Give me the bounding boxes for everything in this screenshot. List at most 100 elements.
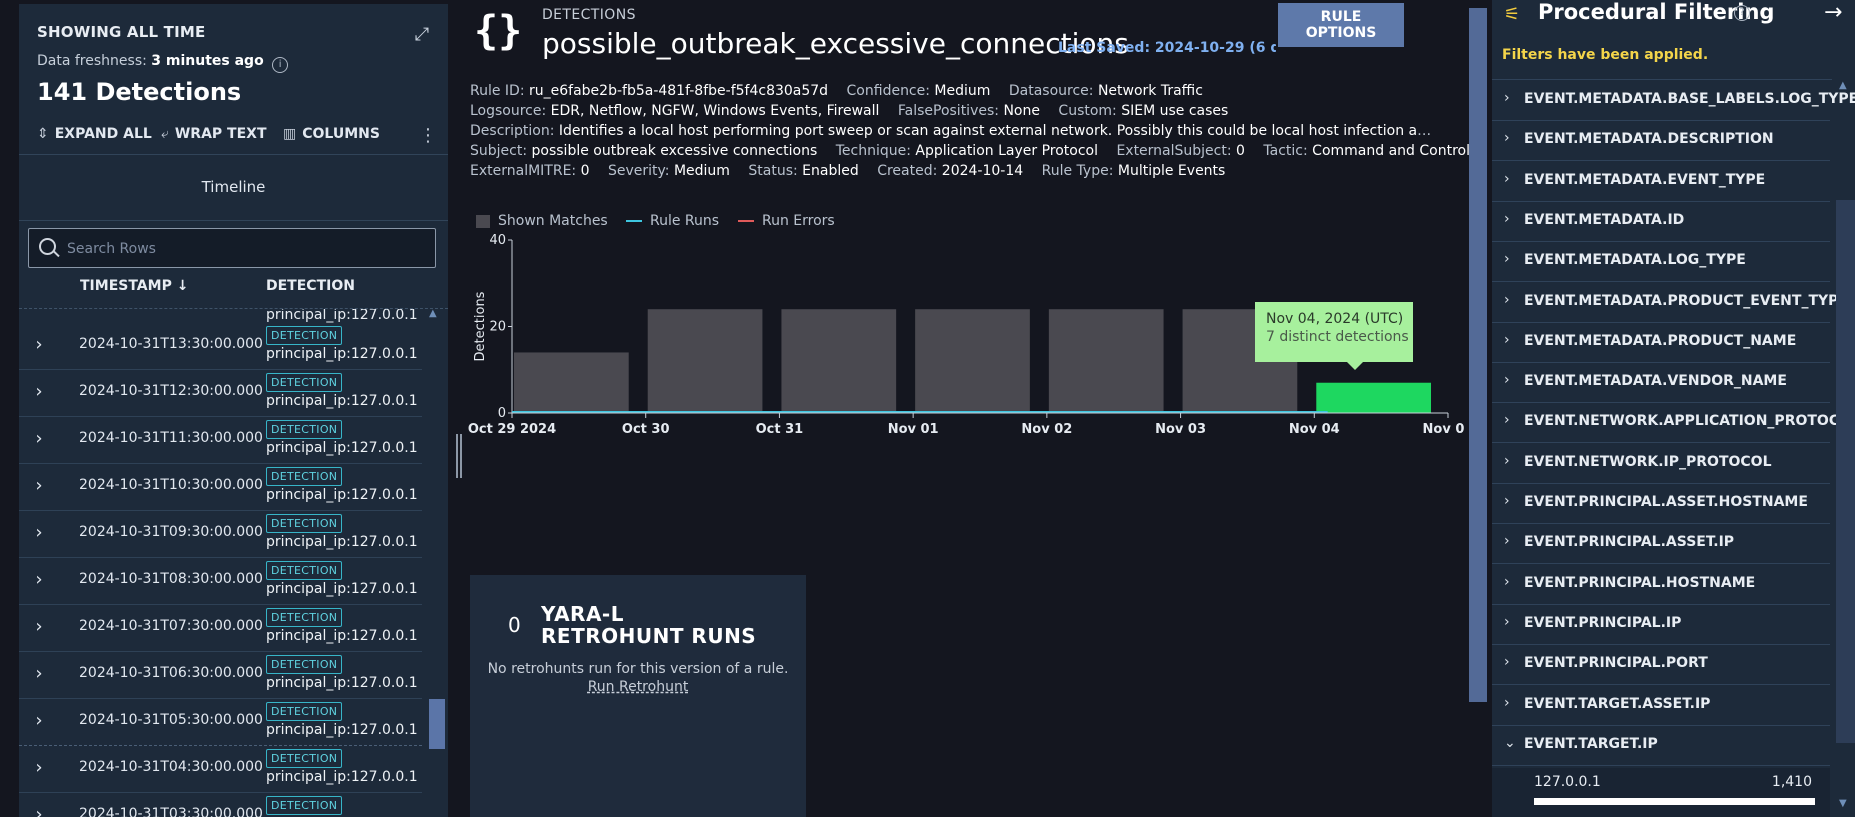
filter-field-row[interactable]: › EVENT.METADATA.ID <box>1492 201 1830 242</box>
chart-bar[interactable] <box>781 309 897 413</box>
external-subject-key: ExternalSubject: <box>1116 143 1232 159</box>
chart-bar[interactable] <box>1048 309 1164 413</box>
table-toolbar: ⇕ EXPAND ALL ⤶ WRAP TEXT ▥ COLUMNS ⋮ <box>19 118 448 155</box>
detection-column-header[interactable]: DETECTION <box>266 278 355 294</box>
legend-rule-runs[interactable]: Rule Runs <box>626 213 719 229</box>
tab-timeline[interactable]: Timeline <box>19 156 448 221</box>
table-row[interactable]: › 2024-10-31T12:30:00.000 DETECTION princip… <box>19 369 422 417</box>
filter-field-row[interactable]: › EVENT.METADATA.EVENT_TYPE <box>1492 161 1830 202</box>
wrap-text-button[interactable]: ⤶ WRAP TEXT <box>161 126 267 142</box>
filter-field-row[interactable]: › EVENT.PRINCIPAL.HOSTNAME <box>1492 564 1830 605</box>
search-input[interactable] <box>65 237 429 261</box>
filter-field-row[interactable]: ⌄ EVENT.TARGET.IP <box>1492 725 1830 766</box>
expand-row-chevron-icon[interactable]: › <box>35 616 43 637</box>
expand-row-chevron-icon[interactable]: › <box>35 334 43 355</box>
filter-field-row[interactable]: › EVENT.PRINCIPAL.IP <box>1492 604 1830 645</box>
filter-scroll-up-icon[interactable]: ▲ <box>1839 80 1847 91</box>
run-retrohunt-link[interactable]: Run Retrohunt <box>587 679 689 695</box>
filter-field-row[interactable]: › EVENT.PRINCIPAL.PORT <box>1492 644 1830 686</box>
filter-field-row[interactable]: › EVENT.METADATA.PRODUCT_EVENT_TYPE <box>1492 282 1848 323</box>
row-timestamp: 2024-10-31T06:30:00.000 <box>79 665 263 681</box>
details-scrollbar-thumb[interactable] <box>1469 8 1487 702</box>
freshness-label: Data freshness: <box>37 53 147 69</box>
table-row[interactable]: › 2024-10-31T07:30:00.000 DETECTION princip… <box>19 604 422 652</box>
expand-row-chevron-icon[interactable]: › <box>35 663 43 684</box>
breadcrumb: DETECTIONS <box>542 7 636 23</box>
chevron-right-icon: › <box>1504 452 1510 469</box>
last-saved-link[interactable]: Last Saved: 2024-10-29 (6 da… <box>1058 40 1276 56</box>
info-icon[interactable]: i <box>272 57 289 73</box>
collapse-panel-arrow-icon[interactable]: → <box>1824 0 1843 25</box>
scrollbar-thumb[interactable] <box>429 699 445 749</box>
legend-run-errors[interactable]: Run Errors <box>738 213 835 229</box>
panel-resize-handle[interactable] <box>456 434 462 478</box>
filter-value: 127.0.0.1 <box>1534 774 1601 790</box>
filter-field-row[interactable]: › EVENT.TARGET.ASSET.IP <box>1492 685 1830 726</box>
table-row[interactable]: › 2024-10-31T11:30:00.000 DETECTION princip… <box>19 416 422 464</box>
chevron-right-icon: › <box>1504 331 1510 348</box>
filter-field-row[interactable]: › EVENT.NETWORK.APPLICATION_PROTOCOL <box>1492 402 1855 444</box>
expand-row-chevron-icon[interactable]: › <box>35 757 43 778</box>
meta-line-2: Logsource: EDR, Netflow, NGFW, Windows E… <box>470 103 1242 119</box>
expand-icon[interactable]: ⤢ <box>414 24 430 45</box>
filter-field-row[interactable]: › EVENT.METADATA.VENDOR_NAME <box>1492 362 1830 404</box>
filter-value-row[interactable]: 127.0.0.1 1,410 <box>1492 768 1830 817</box>
table-row[interactable]: › 2024-10-31T05:30:00.000 DETECTION princip… <box>19 698 422 746</box>
columns-button[interactable]: ▥ COLUMNS <box>283 126 380 142</box>
filter-field-label: EVENT.METADATA.EVENT_TYPE <box>1524 171 1766 188</box>
chart-bar[interactable] <box>915 309 1030 413</box>
expand-row-chevron-icon[interactable]: › <box>35 381 43 402</box>
row-timestamp: 2024-10-31T10:30:00.000 <box>79 477 263 493</box>
filter-field-row[interactable]: › EVENT.METADATA.LOG_TYPE <box>1492 241 1830 283</box>
details-scrollbar[interactable] <box>1469 8 1487 702</box>
expand-row-chevron-icon[interactable]: › <box>35 569 43 590</box>
filter-field-row[interactable]: › EVENT.PRINCIPAL.ASSET.IP <box>1492 523 1830 565</box>
expand-row-chevron-icon[interactable]: › <box>35 475 43 496</box>
filter-scroll-down-icon[interactable]: ▼ <box>1839 798 1847 809</box>
filter-field-row[interactable]: › EVENT.METADATA.DESCRIPTION <box>1492 120 1830 162</box>
legend-shown-matches[interactable]: Shown Matches <box>476 213 608 229</box>
logsource-key: Logsource: <box>470 103 547 119</box>
table-row[interactable]: › 2024-10-31T10:30:00.000 DETECTION princip… <box>19 463 422 511</box>
more-options-icon[interactable]: ⋮ <box>419 125 437 146</box>
scroll-up-icon[interactable]: ▲ <box>429 308 437 319</box>
filter-field-row[interactable]: › EVENT.PRINCIPAL.ASSET.HOSTNAME <box>1492 483 1830 524</box>
filter-scrollbar-thumb[interactable] <box>1836 200 1855 743</box>
chart-bar[interactable] <box>514 352 629 413</box>
timestamp-column-header[interactable]: TIMESTAMP ↓ <box>80 278 189 294</box>
chart-bar[interactable] <box>1316 382 1431 413</box>
tactic-value: Command and Control <box>1312 143 1470 159</box>
table-row[interactable]: › 2024-10-31T13:30:00.000 DETECTION princip… <box>19 322 422 370</box>
detection-badge: DETECTION <box>266 514 343 533</box>
chart-bar[interactable] <box>647 309 763 413</box>
help-icon[interactable]: ? <box>1734 5 1750 21</box>
x-tick-label: Nov 05 <box>1423 422 1464 437</box>
rule-id-key: Rule ID: <box>470 83 525 99</box>
false-positives-key: FalsePositives: <box>897 103 999 119</box>
rule-options-button[interactable]: RULE OPTIONS <box>1278 3 1404 47</box>
filter-field-row[interactable]: › EVENT.NETWORK.IP_PROTOCOL <box>1492 443 1830 484</box>
datasource-value: Network Traffic <box>1097 83 1203 99</box>
expand-all-button[interactable]: ⇕ EXPAND ALL <box>37 126 152 142</box>
table-row[interactable]: › 2024-10-31T06:30:00.000 DETECTION princip… <box>19 651 422 699</box>
filter-field-label: EVENT.NETWORK.IP_PROTOCOL <box>1524 453 1772 470</box>
search-icon <box>39 238 56 255</box>
wrap-text-label: WRAP TEXT <box>174 126 267 142</box>
table-row[interactable]: › 2024-10-31T04:30:00.000 DETECTION princip… <box>19 745 422 793</box>
expand-row-chevron-icon[interactable]: › <box>35 522 43 543</box>
expand-row-chevron-icon[interactable]: › <box>35 428 43 449</box>
columns-label: COLUMNS <box>302 126 380 142</box>
filter-field-row[interactable]: › EVENT.METADATA.BASE_LABELS.LOG_TYPES <box>1492 80 1855 121</box>
y-tick-label: 0 <box>498 406 506 421</box>
filter-scrollbar[interactable]: ▲ ▼ <box>1834 78 1855 817</box>
table-row[interactable]: › 2024-10-31T09:30:00.000 DETECTION princip… <box>19 510 422 558</box>
y-tick-label: 20 <box>489 320 506 335</box>
custom-key: Custom: <box>1058 103 1117 119</box>
table-row[interactable]: ›2024-10-31T03:30:00.000DETECTIONprincip… <box>19 792 422 817</box>
filter-field-row[interactable]: › EVENT.METADATA.PRODUCT_NAME <box>1492 322 1830 363</box>
expand-row-chevron-icon[interactable]: › <box>35 710 43 731</box>
expand-row-chevron-icon[interactable]: › <box>35 804 43 817</box>
procedural-filtering-panel: ⚟ Procedural Filtering ? → Filters have … <box>1492 0 1855 817</box>
table-row[interactable]: › 2024-10-31T08:30:00.000 DETECTION princip… <box>19 557 422 605</box>
table-scrollbar[interactable]: ▲ <box>423 304 445 817</box>
